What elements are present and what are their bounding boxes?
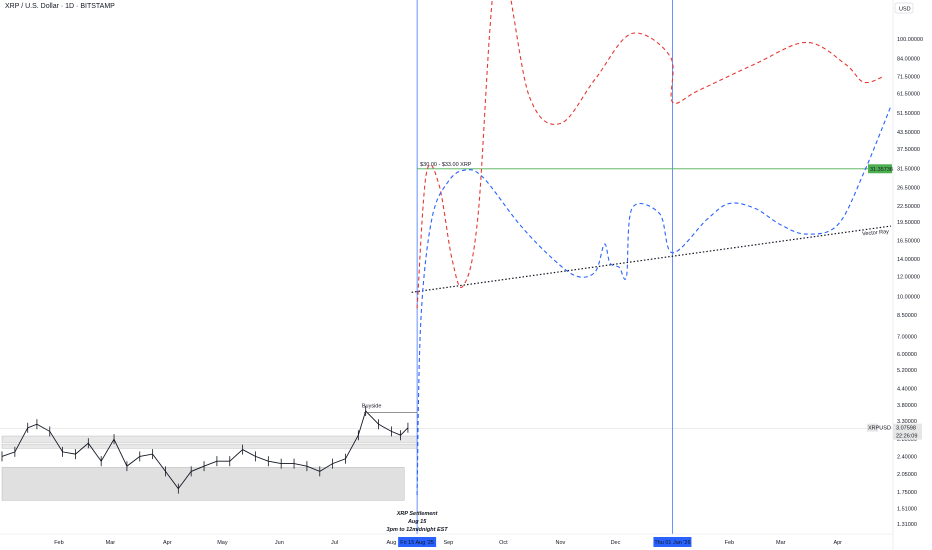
countdown-tag [893,431,922,440]
y-tick-label: 43.50000 [897,130,920,136]
target-label: $30.00 - $33.00 XRP [420,162,472,168]
price-tag [893,423,922,432]
y-tick-label: 7.00000 [897,335,917,341]
x-tick-label: Jul [331,540,338,546]
y-tick-label: 1.51000 [897,506,917,512]
chart-title: XRP / U.S. Dollar · 1D · BITSTAMP [5,3,115,10]
ticker-label: XRPUSD [868,426,891,432]
y-tick-label: 71.50000 [897,75,920,81]
y-tick-label: 4.40000 [897,387,917,393]
y-tick-label: 31.50000 [897,166,920,172]
y-tick-label: 1.75000 [897,490,917,496]
x-tick-label: May [217,540,228,546]
x-tick-label: Mar [106,540,116,546]
y-tick-label: 12.00000 [897,274,920,280]
x-tick-label: Nov [555,540,565,546]
x-tick-label: Mar [776,540,786,546]
x-tick-label: Dec [611,540,621,546]
zone-0 [1,466,405,501]
y-tick-label: 84.00000 [897,56,920,62]
x-tick-label: Jun [275,540,284,546]
x-tick-label: Aug [386,540,396,546]
y-tick-label: 51.50000 [897,111,920,117]
y-tick-label: 37.50000 [897,147,920,153]
y-tick-label: 2.80000 [897,437,917,443]
y-tick-label: 61.50000 [897,91,920,97]
y-tick-label: 3.80000 [897,403,917,409]
ticker-tag [867,423,878,432]
zone-2 [1,443,418,449]
settlement-note-line: Aug 15 [407,519,427,525]
settlement-note-line: 3pm to 12midnight EST [387,527,449,533]
y-tick-label: 10.00000 [897,295,920,301]
x-tick-label: Oct [499,540,508,546]
y-tick-label: 16.50000 [897,239,920,245]
y-tick-label: 8.50000 [897,313,917,319]
y-tick-label: 6.00000 [897,352,917,358]
y-tick-label: 2.40000 [897,454,917,460]
x-tick-label: Sep [443,540,453,546]
vector-ray-label: Vector Ray [862,229,890,237]
marker-date-label-1: Thu 01 Jan '26 [654,540,690,546]
y-tick-label: 100.00000 [897,37,923,43]
marker-date-label-0: Fri 15 Aug '25 [400,540,434,546]
currency-button[interactable] [894,2,914,14]
y-tick-label: 19.50000 [897,220,920,226]
y-tick-label: 5.20000 [897,368,917,374]
y-tick-label: 26.50000 [897,186,920,192]
y-tick-label: 2.05000 [897,472,917,478]
x-tick-label: Apr [833,540,842,546]
settlement-note-line: XRP Settlement [396,511,439,517]
marker-date-tag-1 [653,537,692,547]
target-value-label: 31.35736 [870,167,893,173]
target-value-tag [868,164,892,174]
y-tick-label: 22.50000 [897,204,920,210]
y-tick-label: 14.00000 [897,257,920,263]
buyside-label: Buyside [362,404,382,410]
y-tick-label: 3.30000 [897,419,917,425]
price-history-line [1,410,409,490]
x-tick-label: Feb [54,540,63,546]
currency-button-label: USD [899,7,911,13]
vector-ray [411,225,892,293]
x-tick-label: Feb [725,540,734,546]
marker-date-tag-0 [398,537,437,547]
price-tag-value: 3.07598 [896,426,916,432]
y-tick-label: 1.31000 [897,522,917,528]
projection-path-red [416,0,882,309]
projection-path-blue [416,105,892,496]
countdown-label: 22:26:09 [896,434,917,440]
x-tick-label: Apr [163,540,172,546]
price-axis-bg [893,0,932,550]
